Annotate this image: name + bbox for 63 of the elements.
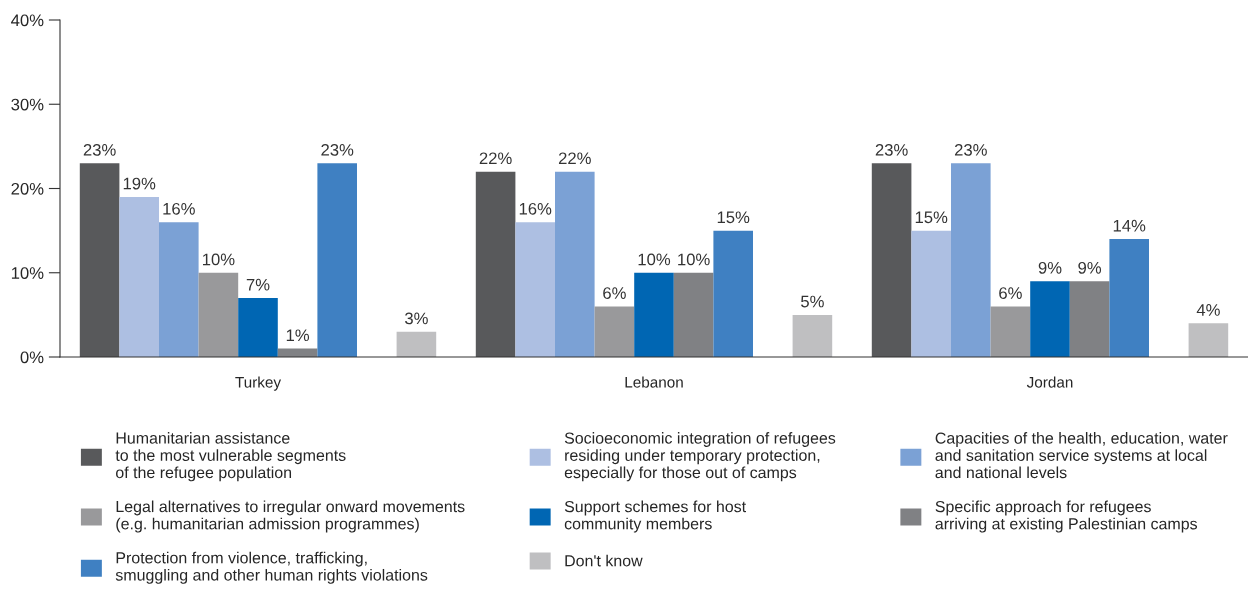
data-label: 10% [202, 253, 235, 266]
data-label: 9% [1038, 261, 1062, 274]
data-label: 4% [1196, 304, 1220, 316]
bar [396, 331, 437, 357]
bar [594, 306, 635, 357]
data-label: 6% [603, 287, 626, 299]
x-tick-label: Lebanon [625, 376, 683, 388]
data-label: 6% [999, 287, 1022, 299]
data-label: 23% [321, 143, 354, 156]
data-label: 10% [678, 253, 710, 266]
data-label: 23% [875, 143, 908, 156]
legend-label: Specific approach for refugees arriving at existing Palestinian camps [935, 500, 1198, 533]
bar [1109, 239, 1149, 357]
bar [555, 171, 595, 357]
data-label: 3% [404, 312, 428, 325]
bar [515, 222, 555, 357]
bar [673, 272, 714, 357]
data-label: 7% [246, 278, 270, 291]
bar [871, 163, 912, 357]
bar [1069, 281, 1110, 357]
data-label: 22% [479, 152, 512, 165]
legend-label: Protection from violence, trafficking, smuggling and other human rights violations [115, 551, 428, 584]
bar [792, 314, 833, 357]
data-label: 15% [915, 211, 948, 224]
legend-label: Don't know [565, 554, 643, 567]
y-tick-label: 30% [11, 98, 44, 111]
data-label: 19% [123, 177, 156, 190]
bar [990, 306, 1031, 357]
data-label: 15% [717, 211, 750, 224]
bar [1188, 323, 1229, 357]
bar [317, 163, 357, 357]
bar [159, 222, 199, 357]
data-label: 22% [558, 152, 591, 165]
bar [119, 196, 159, 357]
y-tick-label: 10% [11, 267, 44, 279]
legend-label: Socioeconomic integration of refugees residing under temporary protection, especially for those out of camps [564, 432, 836, 482]
bar [238, 298, 278, 357]
legend-label: Humanitarian assistance to the most vulnerable segments of the refugee population [115, 432, 346, 482]
y-tick-label: 0% [20, 351, 44, 364]
x-tick-label: Jordan [1026, 376, 1073, 388]
legend-label: Capacities of the health, education, water and sanitation service systems at local and national levels [935, 432, 1228, 479]
bar [713, 230, 753, 357]
bar [911, 230, 951, 357]
data-label: 23% [83, 143, 116, 156]
y-tick-label: 40% [11, 14, 44, 27]
bar [951, 163, 991, 357]
data-label: 5% [801, 295, 824, 308]
bar [475, 171, 516, 357]
data-label: 23% [954, 143, 987, 156]
data-label: 16% [519, 202, 552, 215]
data-label: 14% [1113, 219, 1146, 232]
bar [198, 272, 239, 357]
x-tick-label: Turkey [235, 376, 282, 391]
data-label: 9% [1078, 261, 1102, 274]
data-label: 16% [163, 202, 195, 215]
legend-label: Support schemes for host community members [564, 500, 746, 533]
bar [634, 272, 674, 357]
bar [79, 163, 120, 357]
data-label: 1% [286, 329, 310, 342]
legend-label: Legal alternatives to irregular onward movements (e.g. humanitarian admission programmes) [116, 500, 465, 533]
y-tick-label: 20% [11, 182, 44, 195]
bar [1030, 281, 1070, 357]
data-label: 10% [638, 253, 671, 266]
